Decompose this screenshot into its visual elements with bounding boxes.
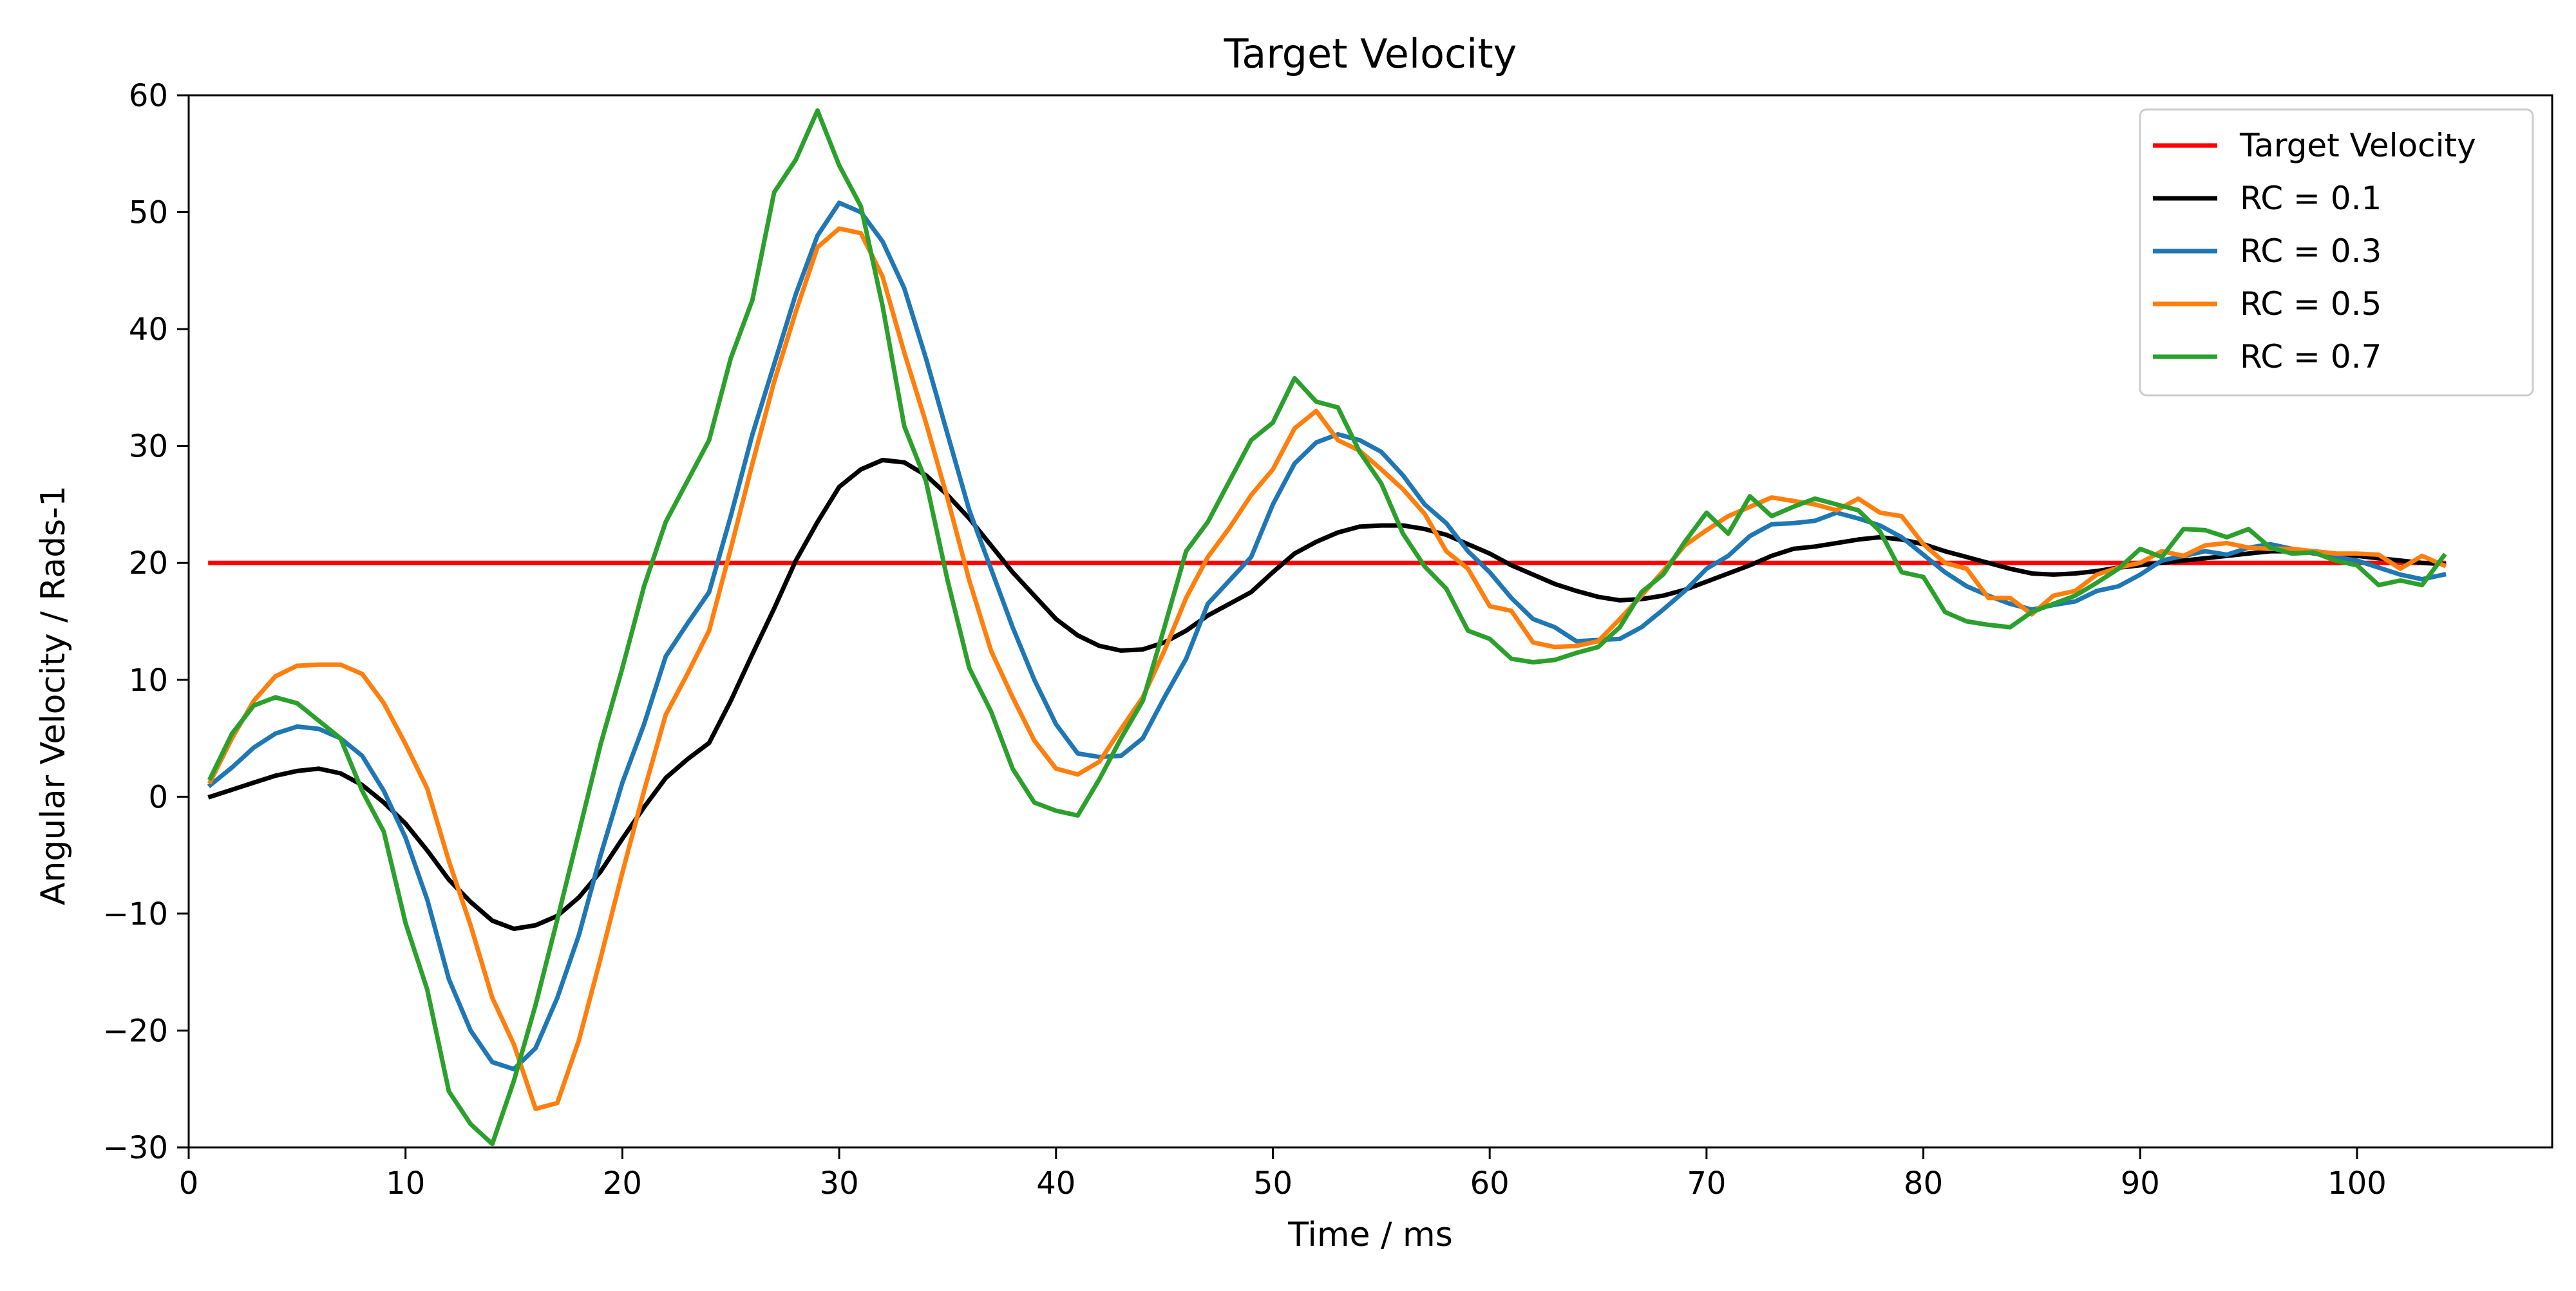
x-tick-label: 80	[1904, 1165, 1943, 1201]
y-tick-label: 50	[129, 195, 168, 231]
x-tick-label: 40	[1036, 1165, 1075, 1201]
y-tick-label: 10	[129, 663, 168, 699]
legend-label-4: RC = 0.7	[2240, 338, 2382, 375]
y-tick-label: 60	[129, 78, 168, 114]
series-line-1	[207, 458, 2447, 931]
y-tick-label: −10	[103, 896, 168, 932]
series-line-4	[207, 108, 2447, 1147]
series-group	[207, 108, 2447, 1147]
legend-label-3: RC = 0.5	[2240, 285, 2382, 323]
y-tick-label: −20	[103, 1013, 168, 1049]
x-tick-label: 100	[2327, 1165, 2387, 1201]
x-tick-label: 10	[386, 1165, 425, 1201]
legend: Target Velocity RC = 0.1 RC = 0.3 RC = 0.5 R…	[2139, 108, 2534, 397]
x-tick-label: 30	[820, 1165, 859, 1201]
series-line-3	[207, 226, 2447, 1111]
x-axis-label: Time / ms	[1287, 1216, 1453, 1254]
plot-frame	[187, 94, 2553, 1149]
x-tick-label: 20	[603, 1165, 642, 1201]
x-tick-label: 90	[2121, 1165, 2160, 1201]
chart-title: Target Velocity	[1224, 30, 1517, 77]
x-tick-label: 0	[179, 1165, 199, 1201]
legend-label-1: RC = 0.1	[2240, 180, 2382, 217]
legend-label-0: Target Velocity	[2239, 127, 2476, 164]
series-line-2	[207, 200, 2447, 1071]
y-tick-label: 20	[129, 545, 168, 581]
x-tick-label: 70	[1687, 1165, 1726, 1201]
y-tick-label: 40	[129, 312, 168, 348]
y-axis-label: Angular Velocity / Rads-1	[34, 485, 73, 905]
legend-label-2: RC = 0.3	[2240, 232, 2382, 270]
y-tick-label: −30	[103, 1130, 168, 1166]
y-tick-label: 30	[129, 429, 168, 465]
x-tick-label: 60	[1470, 1165, 1510, 1201]
legend-box	[2139, 108, 2534, 397]
x-tick-label: 50	[1253, 1165, 1293, 1201]
axes-group: 0 10 20 30 40 50 60 70 80 90 100 −30 −20 −10 0 10 20 30 40…	[103, 78, 2553, 1201]
y-tick-label: 0	[148, 779, 168, 815]
